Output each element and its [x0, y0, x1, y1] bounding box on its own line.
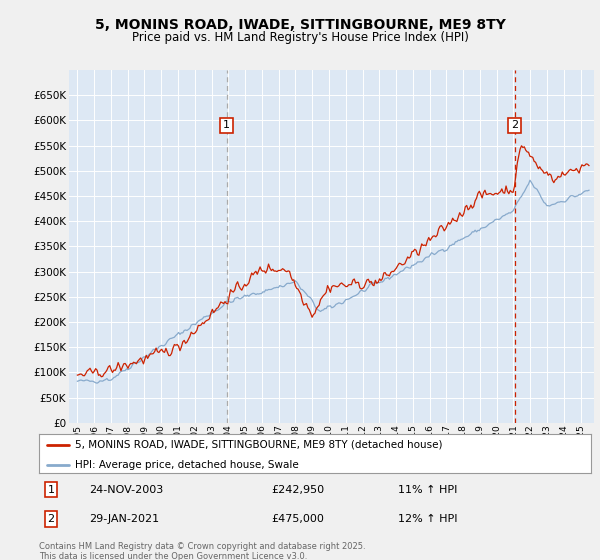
Text: 29-JAN-2021: 29-JAN-2021: [89, 514, 159, 524]
Text: 2: 2: [511, 120, 518, 130]
Text: 2: 2: [47, 514, 55, 524]
Text: 1: 1: [223, 120, 230, 130]
Text: 24-NOV-2003: 24-NOV-2003: [89, 484, 163, 494]
Text: £242,950: £242,950: [271, 484, 324, 494]
Text: 1: 1: [47, 484, 55, 494]
Text: HPI: Average price, detached house, Swale: HPI: Average price, detached house, Swal…: [75, 460, 299, 470]
Text: £475,000: £475,000: [271, 514, 324, 524]
Text: 5, MONINS ROAD, IWADE, SITTINGBOURNE, ME9 8TY: 5, MONINS ROAD, IWADE, SITTINGBOURNE, ME…: [95, 18, 505, 32]
Text: 12% ↑ HPI: 12% ↑ HPI: [398, 514, 457, 524]
Text: 5, MONINS ROAD, IWADE, SITTINGBOURNE, ME9 8TY (detached house): 5, MONINS ROAD, IWADE, SITTINGBOURNE, ME…: [75, 440, 442, 450]
Text: Price paid vs. HM Land Registry's House Price Index (HPI): Price paid vs. HM Land Registry's House …: [131, 31, 469, 44]
Text: Contains HM Land Registry data © Crown copyright and database right 2025.
This d: Contains HM Land Registry data © Crown c…: [39, 542, 365, 560]
Text: 11% ↑ HPI: 11% ↑ HPI: [398, 484, 457, 494]
